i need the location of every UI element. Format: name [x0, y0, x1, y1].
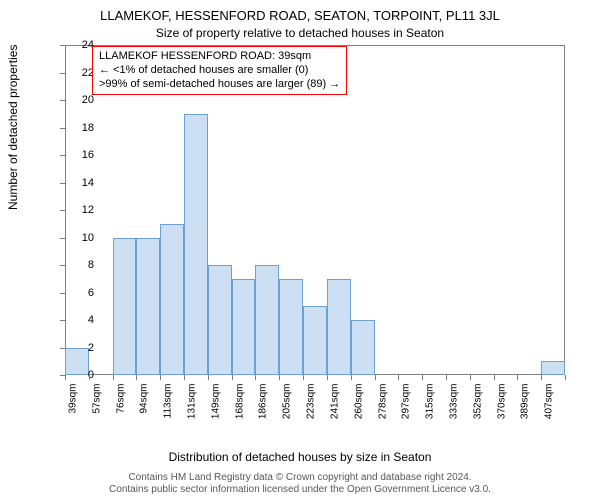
ytick-mark [60, 210, 65, 211]
xtick-mark [422, 375, 423, 380]
chart-subtitle: Size of property relative to detached ho… [0, 26, 600, 40]
ytick-label: 14 [66, 177, 94, 189]
xtick-mark [89, 375, 90, 380]
xtick-mark [446, 375, 447, 380]
xtick-mark [517, 375, 518, 380]
ytick-label: 24 [66, 39, 94, 51]
annotation-line2: ← <1% of detached houses are smaller (0) [99, 64, 340, 78]
xtick-label: 113sqm [163, 384, 174, 424]
xtick-label: 186sqm [258, 384, 269, 424]
ytick-label: 0 [66, 369, 94, 381]
ytick-mark [60, 265, 65, 266]
xtick-mark [208, 375, 209, 380]
annotation-line3: >99% of semi-detached houses are larger … [99, 78, 340, 92]
xtick-mark [255, 375, 256, 380]
xtick-label: 370sqm [496, 384, 507, 424]
xtick-mark [232, 375, 233, 380]
xtick-label: 94sqm [139, 384, 150, 424]
ytick-label: 6 [66, 287, 94, 299]
bar [232, 279, 256, 375]
xtick-label: 131sqm [187, 384, 198, 424]
xtick-label: 223sqm [306, 384, 317, 424]
annotation-box: LLAMEKOF HESSENFORD ROAD: 39sqm ← <1% of… [92, 46, 347, 95]
xtick-mark [303, 375, 304, 380]
xtick-label: 241sqm [329, 384, 340, 424]
xtick-label: 352sqm [472, 384, 483, 424]
xtick-mark [470, 375, 471, 380]
xtick-label: 205sqm [282, 384, 293, 424]
bar [351, 320, 375, 375]
ytick-mark [60, 348, 65, 349]
bar [136, 238, 160, 376]
xtick-mark [351, 375, 352, 380]
xtick-label: 278sqm [377, 384, 388, 424]
bar [208, 265, 232, 375]
bar [279, 279, 303, 375]
ytick-label: 8 [66, 259, 94, 271]
ytick-label: 16 [66, 149, 94, 161]
footer-text: Contains HM Land Registry data © Crown c… [0, 472, 600, 496]
annotation-line1: LLAMEKOF HESSENFORD ROAD: 39sqm [99, 50, 340, 64]
y-axis-label: Number of detached properties [6, 45, 20, 210]
ytick-label: 22 [66, 67, 94, 79]
xtick-label: 76sqm [115, 384, 126, 424]
xtick-mark [184, 375, 185, 380]
ytick-mark [60, 100, 65, 101]
xtick-label: 297sqm [401, 384, 412, 424]
xtick-mark [494, 375, 495, 380]
footer-line2: Contains public sector information licen… [0, 484, 600, 496]
xtick-mark [65, 375, 66, 380]
axis-right [564, 45, 565, 375]
xtick-label: 407sqm [544, 384, 555, 424]
xtick-label: 315sqm [425, 384, 436, 424]
xtick-mark [136, 375, 137, 380]
xtick-mark [279, 375, 280, 380]
xtick-label: 333sqm [448, 384, 459, 424]
ytick-label: 20 [66, 94, 94, 106]
ytick-label: 4 [66, 314, 94, 326]
xtick-mark [398, 375, 399, 380]
xtick-mark [113, 375, 114, 380]
xtick-mark [327, 375, 328, 380]
bar [113, 238, 137, 376]
xtick-label: 149sqm [210, 384, 221, 424]
ytick-mark [60, 155, 65, 156]
ytick-label: 2 [66, 342, 94, 354]
xtick-label: 39sqm [68, 384, 79, 424]
xtick-mark [565, 375, 566, 380]
ytick-mark [60, 293, 65, 294]
ytick-mark [60, 320, 65, 321]
bar [303, 306, 327, 375]
ytick-label: 18 [66, 122, 94, 134]
ytick-label: 10 [66, 232, 94, 244]
ytick-mark [60, 238, 65, 239]
xtick-mark [160, 375, 161, 380]
xtick-label: 57sqm [91, 384, 102, 424]
ytick-mark [60, 183, 65, 184]
x-axis-label: Distribution of detached houses by size … [0, 450, 600, 464]
xtick-label: 168sqm [234, 384, 245, 424]
bar [184, 114, 208, 375]
bar [160, 224, 184, 375]
chart-title: LLAMEKOF, HESSENFORD ROAD, SEATON, TORPO… [0, 8, 600, 23]
footer-line1: Contains HM Land Registry data © Crown c… [0, 472, 600, 484]
ytick-mark [60, 73, 65, 74]
ytick-mark [60, 45, 65, 46]
xtick-label: 260sqm [353, 384, 364, 424]
xtick-mark [375, 375, 376, 380]
chart-container: LLAMEKOF, HESSENFORD ROAD, SEATON, TORPO… [0, 0, 600, 500]
xtick-mark [541, 375, 542, 380]
xtick-label: 389sqm [520, 384, 531, 424]
ytick-label: 12 [66, 204, 94, 216]
bar [327, 279, 351, 375]
ytick-mark [60, 128, 65, 129]
bar [255, 265, 279, 375]
bar [541, 361, 565, 375]
